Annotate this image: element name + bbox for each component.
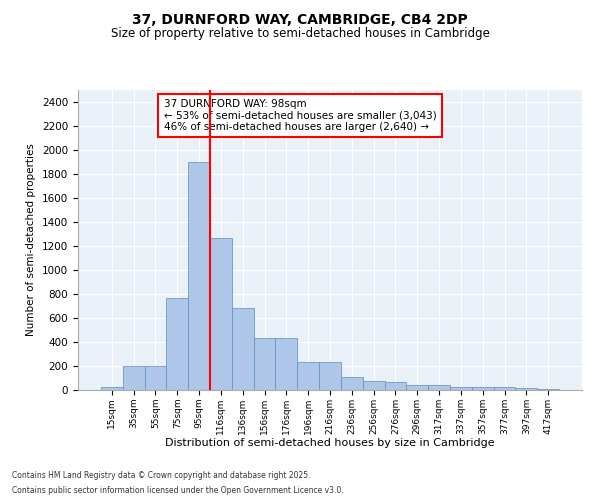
Bar (428, 385, 450, 390)
Bar (188, 162, 210, 390)
Text: Contains public sector information licensed under the Open Government Licence v3: Contains public sector information licen… (12, 486, 344, 495)
Bar (254, 338, 275, 390)
Bar (297, 362, 319, 390)
Bar (166, 298, 188, 390)
Text: 37, DURNFORD WAY, CAMBRIDGE, CB4 2DP: 37, DURNFORD WAY, CAMBRIDGE, CB4 2DP (132, 12, 468, 26)
Y-axis label: Number of semi-detached properties: Number of semi-detached properties (26, 144, 37, 336)
Bar (406, 384, 428, 390)
Bar (385, 382, 406, 390)
Bar (515, 388, 537, 390)
Bar (341, 377, 363, 390)
Bar (363, 381, 385, 390)
Bar (232, 308, 254, 390)
Bar (319, 362, 341, 390)
Bar (145, 366, 166, 390)
Text: Size of property relative to semi-detached houses in Cambridge: Size of property relative to semi-detach… (110, 28, 490, 40)
Bar (450, 387, 472, 390)
Bar (101, 387, 123, 390)
Bar (275, 338, 297, 390)
Text: Distribution of semi-detached houses by size in Cambridge: Distribution of semi-detached houses by … (165, 438, 495, 448)
Text: 37 DURNFORD WAY: 98sqm
← 53% of semi-detached houses are smaller (3,043)
46% of : 37 DURNFORD WAY: 98sqm ← 53% of semi-det… (164, 99, 436, 132)
Text: Contains HM Land Registry data © Crown copyright and database right 2025.: Contains HM Land Registry data © Crown c… (12, 471, 311, 480)
Bar (494, 387, 515, 390)
Bar (472, 387, 494, 390)
Bar (210, 238, 232, 390)
Bar (123, 366, 145, 390)
